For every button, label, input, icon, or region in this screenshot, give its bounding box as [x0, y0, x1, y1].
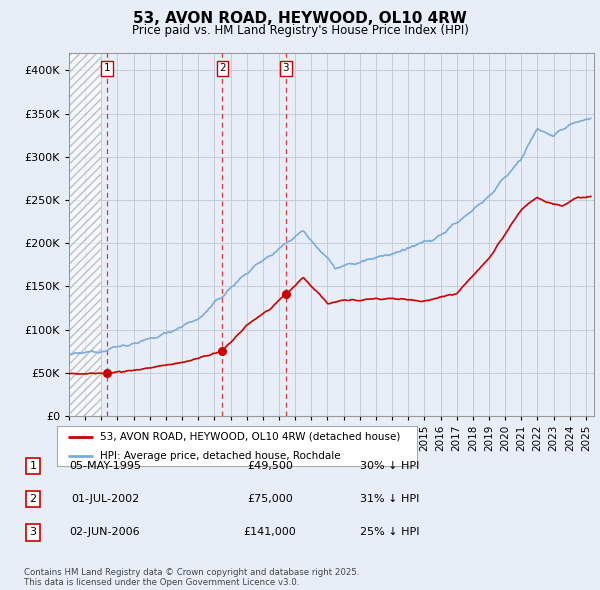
- Text: 53, AVON ROAD, HEYWOOD, OL10 4RW: 53, AVON ROAD, HEYWOOD, OL10 4RW: [133, 11, 467, 25]
- Text: 1: 1: [29, 461, 37, 471]
- Text: Price paid vs. HM Land Registry's House Price Index (HPI): Price paid vs. HM Land Registry's House …: [131, 24, 469, 37]
- Text: 3: 3: [29, 527, 37, 537]
- Text: 30% ↓ HPI: 30% ↓ HPI: [361, 461, 419, 471]
- Text: 25% ↓ HPI: 25% ↓ HPI: [360, 527, 420, 537]
- Text: 31% ↓ HPI: 31% ↓ HPI: [361, 494, 419, 504]
- Text: 3: 3: [283, 64, 289, 74]
- Text: 53, AVON ROAD, HEYWOOD, OL10 4RW (detached house): 53, AVON ROAD, HEYWOOD, OL10 4RW (detach…: [100, 432, 401, 442]
- Text: 01-JUL-2002: 01-JUL-2002: [71, 494, 139, 504]
- Text: £75,000: £75,000: [247, 494, 293, 504]
- Text: £141,000: £141,000: [244, 527, 296, 537]
- Text: 05-MAY-1995: 05-MAY-1995: [69, 461, 141, 471]
- Text: Contains HM Land Registry data © Crown copyright and database right 2025.
This d: Contains HM Land Registry data © Crown c…: [24, 568, 359, 587]
- Text: 2: 2: [219, 64, 226, 74]
- Bar: [69, 53, 101, 416]
- Text: £49,500: £49,500: [247, 461, 293, 471]
- Text: HPI: Average price, detached house, Rochdale: HPI: Average price, detached house, Roch…: [100, 451, 341, 461]
- Text: 1: 1: [104, 64, 110, 74]
- Text: 02-JUN-2006: 02-JUN-2006: [70, 527, 140, 537]
- Text: 2: 2: [29, 494, 37, 504]
